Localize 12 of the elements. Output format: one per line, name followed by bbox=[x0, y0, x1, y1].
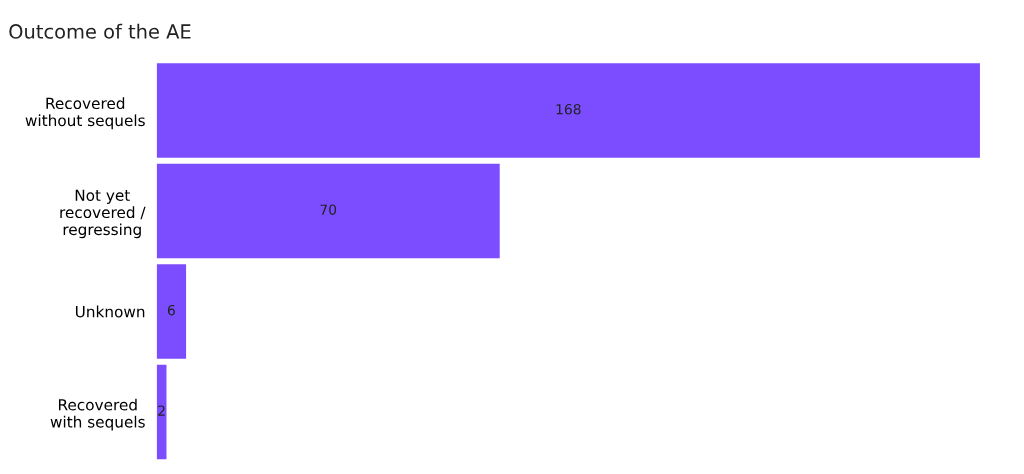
bar bbox=[156, 163, 500, 259]
data-label: 168 bbox=[556, 103, 581, 115]
y-tick-label: Unknown bbox=[75, 305, 145, 318]
bar bbox=[156, 264, 187, 359]
data-label: 2 bbox=[158, 405, 165, 416]
bar bbox=[156, 63, 980, 158]
y-tick-label: Recovered without sequels bbox=[25, 97, 145, 130]
data-label: 6 bbox=[167, 304, 175, 316]
y-tick-label: Recovered with sequels bbox=[50, 398, 145, 431]
chart-title: Outcome of the AE bbox=[9, 23, 191, 39]
data-label: 70 bbox=[320, 204, 337, 215]
y-tick-label: Not yet recovered / regressing bbox=[60, 189, 146, 239]
